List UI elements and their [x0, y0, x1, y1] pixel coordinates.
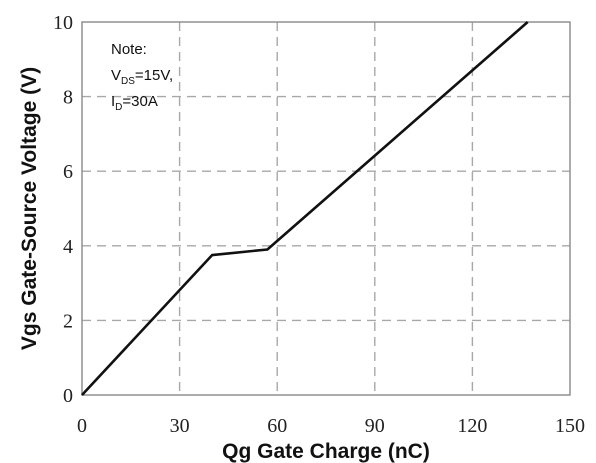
y-tick-label-3: 6: [63, 161, 73, 183]
series-layer: [81, 21, 529, 396]
y-axis-title: Vgs Gate-Source Voltage (V): [18, 67, 41, 350]
x-tick-label-4: 120: [457, 415, 487, 437]
y-tick-label-1: 2: [63, 310, 73, 332]
x-tick-labels: 0 30 60 90 120 150: [77, 415, 585, 437]
x-tick-label-0: 0: [77, 415, 87, 437]
x-tick-label-2: 60: [267, 415, 287, 437]
x-tick-label-1: 30: [170, 415, 190, 437]
x-tick-label-3: 90: [365, 415, 385, 437]
y-tick-label-2: 4: [63, 236, 73, 258]
x-axis-title: Qg Gate Charge (nC): [222, 440, 430, 463]
x-tick-label-5: 150: [555, 415, 585, 437]
grid-lines: [82, 22, 570, 395]
y-tick-label-5: 10: [53, 12, 73, 34]
note-annotation: Note: VDS=15V, ID=30A: [111, 41, 173, 113]
plot-frame: [81, 21, 571, 396]
note-title: Note:: [111, 41, 147, 58]
series-line-0: [81, 21, 529, 396]
y-tick-label-0: 0: [63, 385, 73, 407]
y-tick-labels: 0 2 4 6 8 10: [53, 12, 73, 407]
note-id: ID=30A: [111, 93, 158, 113]
note-vds: VDS=15V,: [111, 67, 173, 87]
y-tick-label-4: 8: [63, 87, 73, 109]
